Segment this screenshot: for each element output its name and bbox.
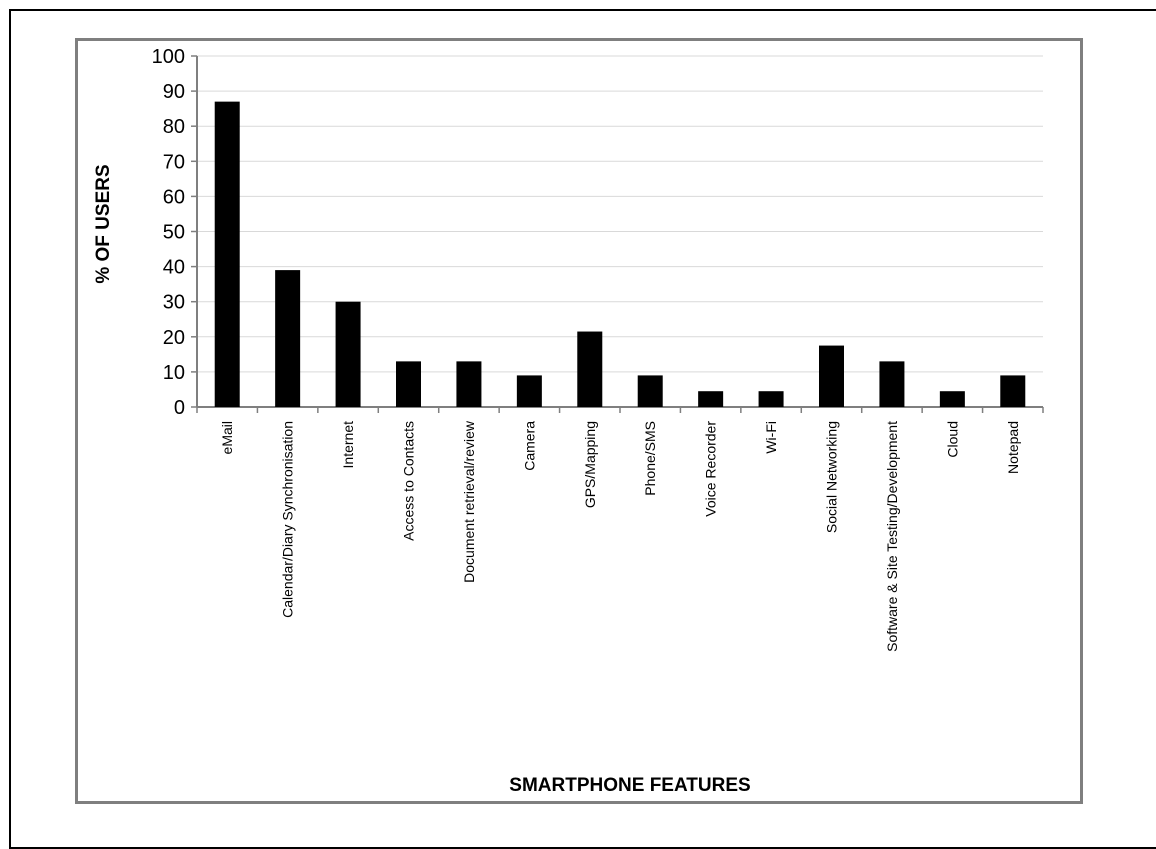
x-tick-label: GPS/Mapping [582, 421, 598, 508]
y-tick-label: 0 [174, 397, 185, 419]
axes [191, 55, 1044, 413]
x-tick-label: Software & Site Testing/Development [884, 421, 900, 652]
y-tick-label: 30 [163, 292, 185, 314]
y-tick-label: 90 [163, 81, 185, 103]
x-axis-title: SMARTPHONE FEATURES [509, 775, 750, 796]
chart-frame [75, 38, 1083, 804]
bar [879, 361, 905, 407]
y-tick-label: 80 [163, 116, 185, 138]
x-tick-label: Voice Recorder [703, 421, 719, 517]
x-tick-label: Internet [340, 421, 356, 469]
x-tick-label: eMail [219, 421, 235, 454]
y-tick-label: 70 [163, 151, 185, 173]
x-tick-labels: eMail Calendar/Diary Synchronisation Inter… [219, 420, 1021, 652]
bar [516, 375, 542, 407]
x-tick-label: Cloud [944, 421, 960, 458]
x-tick-label: Notepad [1005, 421, 1021, 474]
bar [396, 361, 421, 407]
y-tick-label: 50 [163, 222, 185, 244]
bar [939, 391, 965, 407]
y-tick-label: 20 [163, 327, 185, 349]
y-tick-label: 100 [152, 46, 185, 68]
x-tick-label: Access to Contacts [401, 421, 417, 541]
bar [335, 301, 361, 407]
bar [637, 375, 663, 407]
bars [214, 101, 1026, 407]
x-tick-label: Wi-Fi [763, 421, 779, 454]
y-axis-title: % OF USERS [93, 164, 114, 283]
bar [698, 391, 724, 407]
bar [819, 345, 844, 407]
bar [577, 331, 603, 407]
y-tick-label: 60 [163, 186, 185, 208]
y-tick-label: 40 [163, 257, 185, 279]
x-tick-label: Social Networking [824, 421, 840, 533]
x-tick-label: Calendar/Diary Synchronisation [280, 421, 296, 618]
bar [758, 391, 784, 407]
y-tick-labels: 0 10 20 30 40 50 60 70 80 90 100 [152, 46, 185, 419]
bar [456, 361, 482, 407]
gridlines [197, 55, 1043, 373]
bar [1000, 375, 1026, 407]
x-tick-label: Document retrieval/review [461, 420, 477, 583]
bar [214, 101, 240, 407]
x-tick-label: Phone/SMS [642, 421, 658, 496]
y-tick-label: 10 [163, 362, 185, 384]
bar [275, 270, 301, 407]
x-tick-label: Camera [521, 421, 537, 471]
